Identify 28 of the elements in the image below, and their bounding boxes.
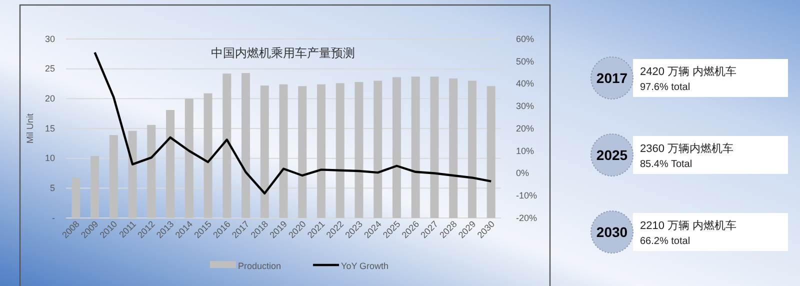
y2-tick-label: -20%	[516, 212, 538, 223]
y-tick-label: 10	[44, 153, 55, 164]
y2-tick-label: -10%	[516, 190, 538, 201]
legend-label: YoY Growth	[341, 261, 389, 271]
y-tick-label: 25	[44, 64, 55, 74]
text: 85.4% Total	[640, 159, 692, 170]
text: 2210 万辆 内燃机车	[640, 219, 737, 232]
legend-label: Production	[238, 261, 282, 271]
y2-tick-label: 20%	[516, 123, 534, 134]
y2-tick-label: 50%	[516, 56, 534, 66]
text: 66.2% total	[640, 236, 690, 247]
text: 97.6% total	[640, 82, 690, 93]
y-tick-label: 30	[44, 34, 55, 44]
y-tick-label: 5	[50, 183, 55, 194]
y2-tick-label: 0%	[516, 168, 530, 178]
y2-tick-label: 10%	[516, 146, 534, 156]
y-tick-label: 15	[44, 123, 55, 134]
text: 2360 万辆内燃机车	[640, 142, 734, 155]
y-axis-title: Mil Unit	[25, 113, 35, 144]
text: 2017	[596, 70, 628, 86]
text: 2420 万辆 内燃机车	[640, 65, 737, 78]
y2-tick-label: 40%	[516, 78, 534, 89]
y2-tick-label: 60%	[516, 34, 534, 44]
y2-tick-label: 30%	[516, 101, 534, 112]
text: 中国内燃机乘用车产量预测	[211, 46, 355, 60]
text: 2025	[596, 147, 628, 163]
y-tick-label: -	[52, 212, 55, 223]
y-tick-label: 20	[44, 94, 55, 104]
